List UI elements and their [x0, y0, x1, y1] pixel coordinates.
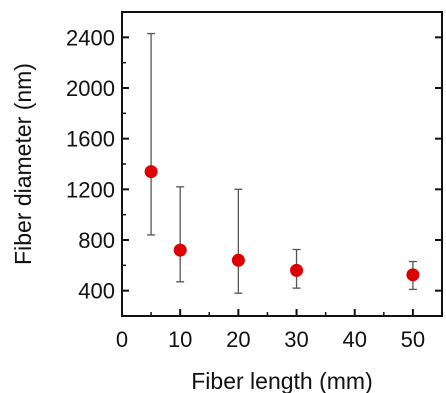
- y-tick-label: 2400: [66, 25, 115, 50]
- y-tick-label: 2000: [66, 76, 115, 101]
- data-point: [173, 243, 187, 257]
- data-point: [406, 268, 420, 282]
- data-point: [290, 263, 304, 277]
- error-bars: [147, 32, 417, 294]
- y-tick-label: 1600: [66, 127, 115, 152]
- x-axis-ticks: 0 10 20 30 40 50: [116, 309, 425, 352]
- plot-frame: [121, 11, 443, 317]
- y-tick-label: 800: [78, 228, 115, 253]
- x-tick-label: 0: [116, 327, 128, 352]
- plot-border: [121, 11, 443, 317]
- y-axis-title: Fiber diameter (nm): [10, 63, 36, 265]
- x-tick-label: 30: [284, 327, 308, 352]
- y-axis-ticks: 400 800 1200 1600 2000 2400: [66, 25, 442, 304]
- x-axis-title: Fiber length (mm): [191, 368, 372, 393]
- x-tick-label: 50: [401, 327, 425, 352]
- y-tick-label: 400: [78, 279, 115, 304]
- data-point: [231, 253, 245, 267]
- y-tick-label: 1200: [66, 177, 115, 202]
- x-tick-label: 10: [168, 327, 192, 352]
- data-point: [144, 165, 158, 179]
- x-tick-label: 40: [342, 327, 366, 352]
- data-points: [144, 165, 420, 282]
- x-tick-label: 20: [226, 327, 250, 352]
